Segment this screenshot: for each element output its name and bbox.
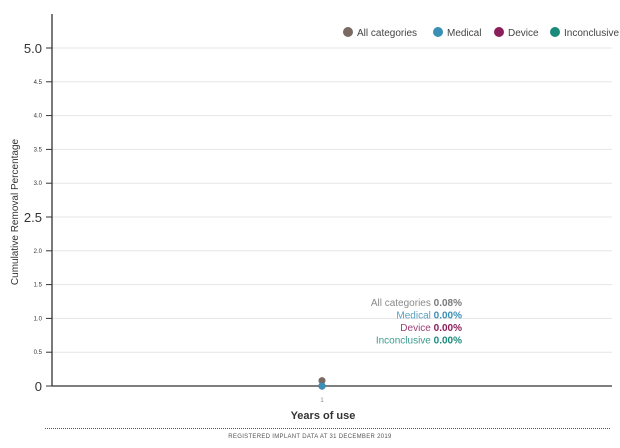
- legend-item: Device: [494, 27, 539, 39]
- y-tick-label: 1.5: [34, 283, 43, 289]
- y-tick-label: 2.5: [24, 210, 42, 225]
- readout-line: Inconclusive 0.00%: [376, 336, 462, 347]
- x-axis-title: Years of use: [291, 410, 356, 422]
- legend-item: All categories: [343, 27, 417, 39]
- readout-value: 0.00%: [434, 336, 462, 347]
- readout-series-name: All categories: [371, 298, 434, 309]
- footer-note: REGISTERED IMPLANT DATA AT 31 DECEMBER 2…: [228, 434, 392, 440]
- y-tick-label: 4.0: [34, 114, 43, 120]
- legend-swatch: [343, 27, 353, 37]
- legend: All categories Medical Device Inconclusive: [343, 27, 619, 39]
- readout-series-name: Inconclusive: [376, 336, 434, 347]
- data-point: [318, 377, 326, 385]
- readout-line: All categories 0.08%: [371, 298, 462, 309]
- legend-swatch: [433, 27, 443, 37]
- readout-value: 0.00%: [434, 323, 462, 334]
- legend-item: Medical: [433, 27, 481, 39]
- readout-line: Medical 0.00%: [396, 311, 462, 322]
- legend-label: Medical: [447, 28, 481, 39]
- y-tick-label: 0: [35, 379, 42, 394]
- x-axis: 1: [52, 385, 612, 404]
- y-tick-label: 4.5: [34, 80, 43, 86]
- y-tick-label: 3.5: [34, 147, 43, 153]
- y-tick-label: 3.0: [34, 181, 43, 187]
- y-tick-label: 1.0: [34, 316, 43, 322]
- legend-label: Device: [508, 28, 539, 39]
- legend-item: Inconclusive: [550, 27, 619, 39]
- y-tick-label: 2.0: [34, 249, 43, 255]
- legend-label: All categories: [357, 28, 417, 39]
- legend-label: Inconclusive: [564, 28, 619, 39]
- readout-line: Device 0.00%: [400, 323, 462, 334]
- value-readout: All categories 0.08%Medical 0.00%Device …: [371, 298, 462, 347]
- y-axis: 0 0.5 1.0 1.5 2.0 2.5 3.0 3.5 4.0 4.5 5.0: [24, 14, 53, 394]
- y-tick-label: 0.5: [34, 350, 43, 356]
- grid-lines: [52, 47, 612, 353]
- legend-swatch: [550, 27, 560, 37]
- data-point: [318, 382, 326, 390]
- x-tick-label: 1: [320, 398, 324, 404]
- readout-value: 0.00%: [434, 311, 462, 322]
- y-tick-label: 5.0: [24, 41, 42, 56]
- legend-swatch: [494, 27, 504, 37]
- readout-series-name: Medical: [396, 311, 433, 322]
- readout-series-name: Device: [400, 323, 433, 334]
- footer-divider: [45, 428, 610, 429]
- data-points: [318, 377, 326, 390]
- readout-value: 0.08%: [434, 298, 462, 309]
- y-axis-title: Cumulative Removal Percentage: [10, 138, 21, 285]
